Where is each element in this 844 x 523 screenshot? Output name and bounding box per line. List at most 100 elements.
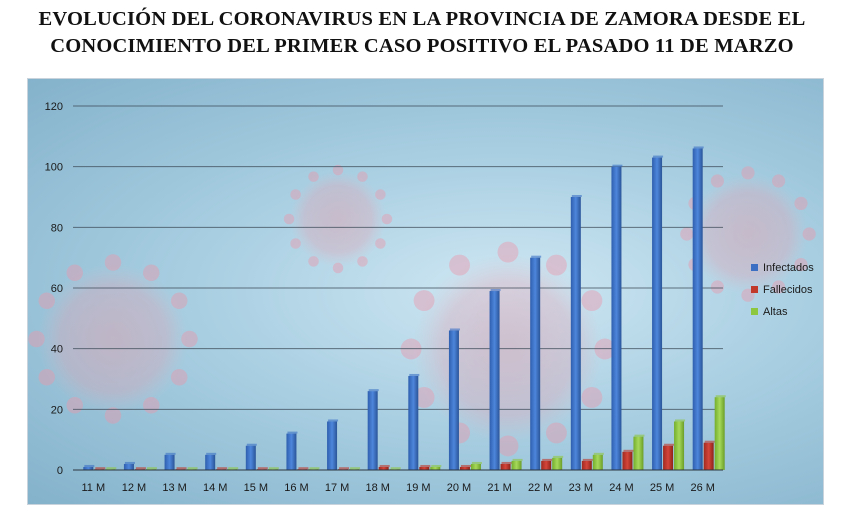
bar-infectados — [83, 466, 94, 470]
bar-top-altas — [390, 467, 401, 470]
legend-swatch-altas — [751, 308, 758, 315]
legend-swatch-fallecidos — [751, 286, 758, 293]
bar-top-altas — [471, 461, 482, 464]
x-tick-label: 14 M — [203, 482, 227, 494]
x-axis-ticks: 11 M 12 M 13 M 14 M 15 M 16 M 17 M 18 M 19 M 20 M… — [73, 469, 723, 494]
bar-top-altas — [512, 458, 523, 461]
bar-top-infectados — [206, 452, 217, 455]
gridlines — [73, 105, 723, 471]
bar-infectados — [530, 257, 541, 470]
bar-top-infectados — [246, 443, 257, 446]
bar-top-fallecidos — [664, 443, 675, 446]
bar-altas — [714, 397, 725, 470]
bar-top-fallecidos — [217, 467, 228, 470]
bar-top-fallecidos — [95, 467, 106, 470]
bar-infectados — [692, 148, 703, 470]
x-tick-label: 22 M — [528, 482, 552, 494]
x-tick-label: 19 M — [406, 482, 430, 494]
bar-fallecidos — [500, 463, 511, 470]
legend: Infectados Fallecidos Altas — [751, 262, 814, 318]
bar-fallecidos — [378, 466, 389, 470]
bar-top-infectados — [165, 452, 176, 455]
bar-infectados — [123, 463, 134, 470]
bar-top-infectados — [531, 255, 542, 258]
bar-top-fallecidos — [542, 458, 553, 461]
x-tick-label: 24 M — [609, 482, 633, 494]
bar-altas — [511, 460, 522, 470]
y-tick-label: 60 — [51, 283, 63, 295]
bar-top-fallecidos — [298, 467, 309, 470]
bar-altas — [674, 421, 685, 470]
bar-top-fallecidos — [501, 461, 512, 464]
chart-title-line-1: EVOLUCIÓN DEL CORONAVIRUS EN LA PROVINCI… — [38, 8, 806, 30]
bar-top-infectados — [84, 464, 95, 467]
bar-top-fallecidos — [135, 467, 146, 470]
x-tick-label: 11 M — [81, 482, 105, 494]
bar-fallecidos — [581, 460, 592, 470]
x-tick-label: 16 M — [284, 482, 308, 494]
bar-top-fallecidos — [339, 467, 350, 470]
bar-top-altas — [634, 434, 645, 437]
virus-decoration — [680, 166, 816, 302]
bar-altas — [592, 454, 603, 470]
chart-area: 0 20 40 60 80 100 120 11 M 12 M 13 M 14 M 15 M 16 M… — [27, 78, 824, 505]
bar-infectados — [448, 330, 459, 470]
bar-infectados — [408, 375, 419, 470]
y-tick-label: 40 — [51, 344, 63, 356]
bar-infectados — [367, 391, 378, 470]
bar-infectados — [611, 166, 622, 470]
x-tick-label: 15 M — [244, 482, 268, 494]
chart-title-line-2: CONOCIMIENTO DEL PRIMER CASO POSITIVO EL… — [50, 35, 794, 57]
bar-top-infectados — [653, 155, 664, 158]
x-tick-label: 12 M — [122, 482, 146, 494]
bar-infectados — [652, 157, 663, 471]
bar-top-altas — [146, 467, 157, 470]
bar-altas — [552, 457, 563, 470]
bar-fallecidos — [459, 466, 470, 470]
virus-decoration — [28, 254, 198, 424]
bar-fallecidos — [622, 451, 633, 470]
bar-top-infectados — [368, 389, 379, 392]
bar-infectados — [164, 454, 175, 470]
y-tick-label: 80 — [51, 222, 63, 234]
bar-top-infectados — [124, 461, 135, 464]
bar-infectados — [327, 421, 338, 470]
bar-top-fallecidos — [460, 464, 471, 467]
bar-altas — [633, 436, 644, 470]
bar-infectados — [570, 197, 581, 470]
bar-top-infectados — [449, 328, 460, 331]
bar-altas — [430, 466, 441, 470]
bar-top-fallecidos — [257, 467, 268, 470]
bar-top-altas — [593, 452, 604, 455]
bar-top-infectados — [693, 146, 704, 149]
bars — [83, 146, 726, 471]
bar-top-altas — [309, 467, 320, 470]
y-tick-label: 100 — [45, 162, 63, 174]
legend-label-infectados: Infectados — [763, 262, 814, 274]
bar-top-altas — [187, 467, 198, 470]
legend-label-altas: Altas — [763, 306, 788, 318]
bar-chart: 0 20 40 60 80 100 120 11 M 12 M 13 M 14 M 15 M 16 M… — [28, 101, 816, 494]
bar-top-infectados — [328, 419, 339, 422]
bar-top-fallecidos — [176, 467, 187, 470]
bar-top-altas — [106, 467, 117, 470]
bar-infectados — [489, 291, 500, 470]
y-axis-ticks: 0 20 40 60 80 100 120 — [45, 101, 63, 477]
x-tick-label: 26 M — [690, 482, 714, 494]
bar-top-infectados — [571, 195, 582, 197]
y-tick-label: 0 — [57, 465, 63, 477]
x-tick-label: 21 M — [487, 482, 511, 494]
bar-top-fallecidos — [420, 464, 431, 467]
bar-fallecidos — [703, 442, 714, 470]
bar-top-altas — [675, 419, 686, 422]
bar-top-infectados — [409, 373, 420, 376]
bar-top-altas — [553, 455, 564, 458]
x-tick-label: 20 M — [447, 482, 471, 494]
y-tick-label: 20 — [51, 404, 63, 416]
y-tick-label: 120 — [45, 101, 63, 113]
bar-fallecidos — [663, 445, 674, 470]
x-tick-label: 25 M — [650, 482, 674, 494]
bar-top-altas — [350, 467, 361, 470]
x-tick-label: 23 M — [569, 482, 593, 494]
x-tick-label: 18 M — [365, 482, 389, 494]
